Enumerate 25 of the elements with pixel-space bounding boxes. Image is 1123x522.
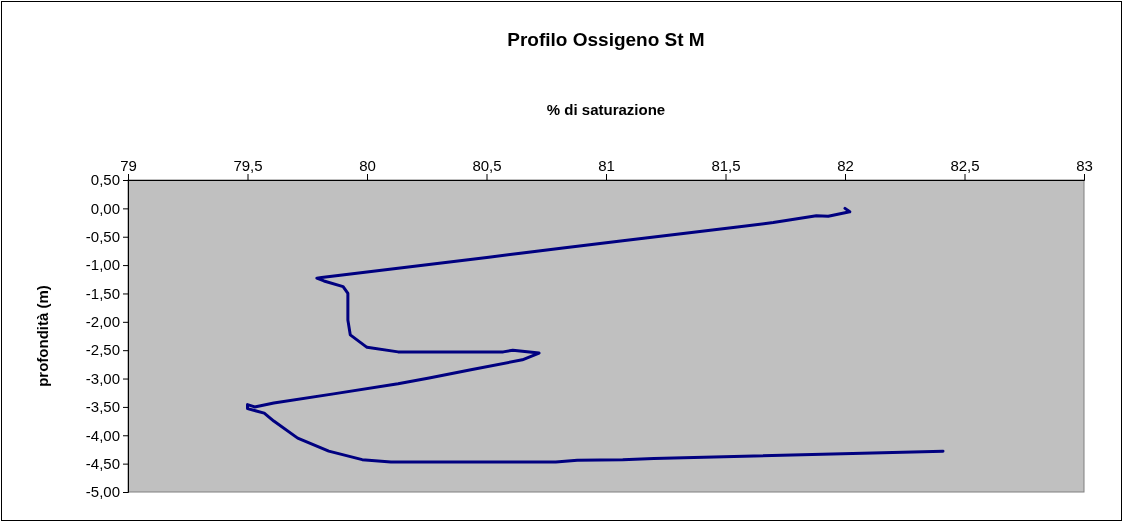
line-series [246, 206, 945, 464]
x-tick-label: 81 [598, 157, 615, 174]
x-tick-label: 83 [1076, 157, 1093, 174]
chart-title: Profilo Ossigeno St M [507, 29, 705, 50]
y-tick-label: -5,00 [85, 483, 120, 501]
y-tick-label: -2,00 [85, 313, 120, 331]
x-tick-label: 80,5 [472, 157, 502, 174]
y-tick-label: -3,50 [85, 398, 120, 416]
y-tick-label: -2,50 [85, 341, 120, 359]
x-tick-label: 79,5 [233, 157, 263, 174]
x-tick-label: 81,5 [711, 157, 741, 174]
y-tick-label: -1,00 [85, 256, 120, 274]
x-tick-label: 79 [120, 157, 137, 174]
y-tick-label: 0,00 [90, 199, 120, 217]
y-tick-label: -1,50 [85, 284, 120, 302]
y-axis-title: profondità (m) [34, 285, 51, 387]
y-tick-label: 0,50 [90, 171, 120, 189]
y-tick-label: -3,00 [85, 369, 120, 387]
x-axis-title: % di saturazione [546, 101, 666, 118]
x-tick-label: 80 [359, 157, 376, 174]
y-tick-label: -4,00 [85, 426, 120, 444]
x-tick-label: 82 [837, 157, 854, 174]
x-tick-label: 82,5 [950, 157, 980, 174]
y-tick-label: -4,50 [85, 454, 120, 472]
y-tick-label: -0,50 [85, 228, 120, 246]
